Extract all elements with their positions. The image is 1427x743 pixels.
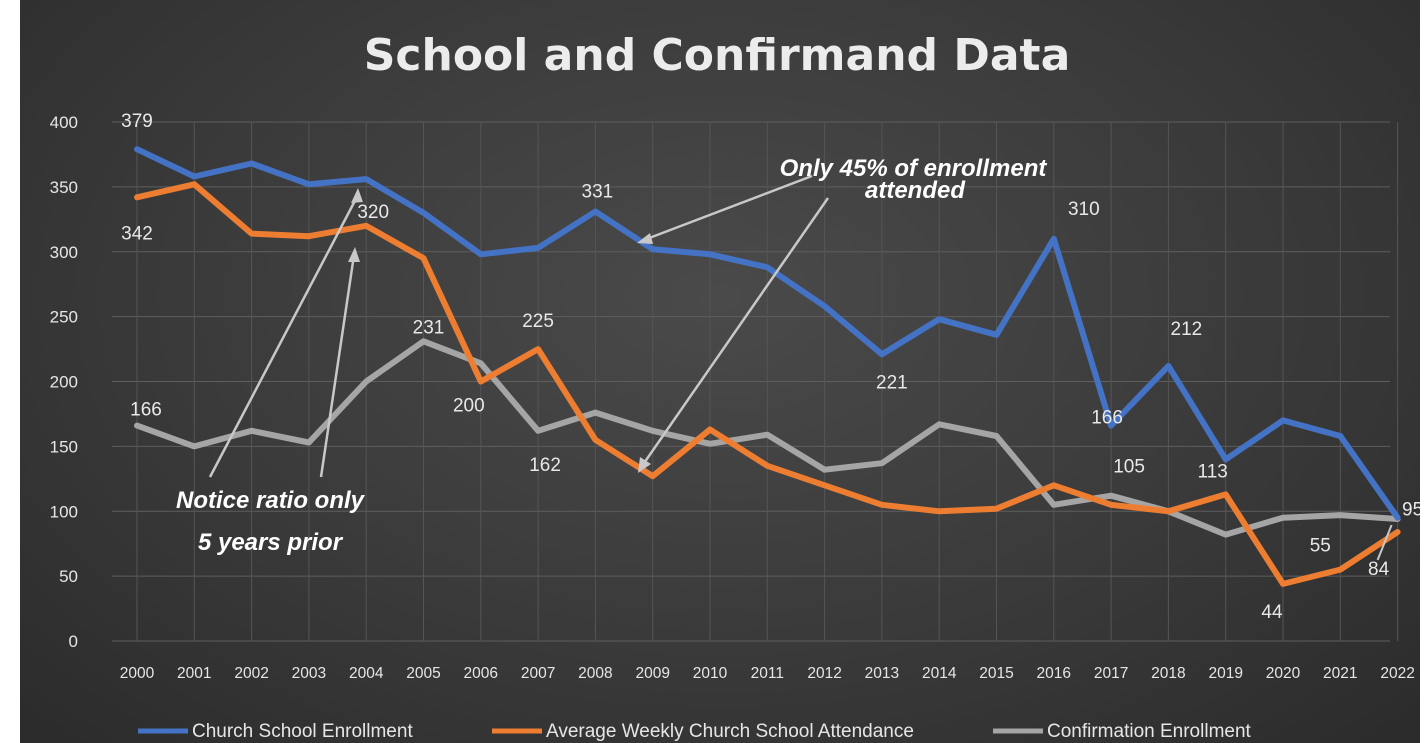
x-tick-label: 2007 — [521, 665, 555, 682]
y-tick-label: 200 — [50, 373, 78, 392]
data-label: 200 — [453, 396, 485, 417]
x-tick-label: 2021 — [1323, 665, 1357, 682]
annotation-arrowhead-4 — [638, 457, 651, 473]
y-tick-label: 100 — [50, 502, 78, 521]
x-tick-label: 2001 — [177, 665, 211, 682]
data-label: 166 — [1091, 408, 1123, 429]
x-tick-label: 2000 — [120, 665, 155, 682]
legend-label-2: Confirmation Enrollment — [1047, 721, 1252, 742]
data-label: 212 — [1171, 319, 1203, 340]
y-tick-label: 50 — [59, 567, 78, 586]
annotation-attendance-line1: Only 45% of enrollment — [780, 155, 1048, 182]
data-label: 225 — [522, 311, 554, 332]
x-tick-label: 2003 — [292, 665, 326, 682]
series-lines — [134, 146, 1401, 587]
data-label: 55 — [1310, 536, 1331, 557]
x-tick-label: 2013 — [865, 665, 899, 682]
data-label: 105 — [1113, 457, 1145, 478]
x-tick-label: 2010 — [693, 665, 728, 682]
data-label: 342 — [121, 223, 153, 244]
x-axis-ticks: 2000 2001 2002 2003 2004 2005 2006 2007 2008 2009… — [120, 665, 1415, 682]
data-label: 166 — [130, 400, 162, 421]
legend: Church School Enrollment Average Weekly C… — [138, 721, 1252, 742]
x-tick-label: 2008 — [578, 665, 612, 682]
series-line-1 — [134, 181, 1401, 587]
y-axis-ticks: 0 50 100 150 200 250 300 350 400 — [50, 113, 78, 651]
data-label: 113 — [1198, 461, 1228, 482]
annotation-arrowhead-2 — [348, 247, 360, 262]
y-tick-label: 350 — [50, 178, 78, 197]
x-tick-label: 2016 — [1037, 665, 1071, 682]
annotation-arrowhead-1 — [351, 188, 363, 203]
y-tick-label: 400 — [50, 113, 78, 132]
x-tick-label: 2012 — [807, 665, 841, 682]
x-tick-label: 2018 — [1151, 665, 1185, 682]
annotation-notice-ratio-line1: Notice ratio only — [176, 487, 366, 514]
data-label: 221 — [876, 372, 908, 393]
annotation-notice-ratio-line2: 5 years prior — [198, 529, 344, 556]
x-tick-label: 2015 — [979, 665, 1013, 682]
annotation-arrow-4 — [640, 197, 830, 467]
data-label: 231 — [413, 317, 445, 338]
chart-container: School and Confirmand Data 0 50 100 150 200 2… — [20, 0, 1420, 743]
data-label: 84 — [1368, 559, 1390, 580]
annotation-attendance-line2: attended — [865, 177, 966, 204]
y-tick-label: 300 — [50, 243, 78, 262]
x-tick-label: 2006 — [464, 665, 498, 682]
annotations: Notice ratio only 5 years prior Only 45%… — [176, 155, 1047, 556]
data-label: 331 — [582, 182, 614, 203]
x-tick-label: 2011 — [751, 665, 784, 682]
series-line-2 — [134, 338, 1401, 538]
line-chart: School and Confirmand Data 0501001502002… — [50, 30, 1420, 742]
legend-label-0: Church School Enrollment — [192, 721, 413, 742]
chart-title: School and Confirmand Data — [364, 30, 1071, 81]
data-label: 379 — [121, 111, 153, 132]
data-label-leader — [1376, 524, 1393, 561]
x-tick-label: 2004 — [349, 665, 384, 682]
data-label: 44 — [1261, 602, 1283, 623]
y-tick-label: 0 — [69, 632, 78, 651]
annotation-arrow-2 — [319, 254, 356, 478]
y-tick-label: 150 — [50, 437, 78, 456]
gridlines — [112, 121, 1399, 642]
data-label: 162 — [529, 455, 561, 476]
x-tick-label: 2009 — [635, 665, 669, 682]
legend-label-1: Average Weekly Church School Attendance — [546, 721, 914, 742]
x-tick-label: 2014 — [922, 665, 957, 682]
x-tick-label: 2019 — [1208, 665, 1242, 682]
annotation-arrowhead-3 — [637, 233, 653, 244]
y-tick-label: 250 — [50, 308, 78, 327]
x-tick-label: 2022 — [1380, 665, 1414, 682]
x-tick-label: 2002 — [234, 665, 268, 682]
annotation-arrow-1 — [208, 194, 360, 478]
data-label: 95 — [1402, 500, 1420, 521]
x-tick-label: 2020 — [1266, 665, 1301, 682]
series-line-0 — [134, 146, 1401, 521]
data-label: 320 — [357, 202, 389, 223]
annotation-arrow-3 — [643, 174, 813, 242]
data-labels: 379 342 320 231 225 200 331 162 166 221 310 166 212 1… — [121, 111, 1420, 623]
x-tick-label: 2017 — [1094, 665, 1128, 682]
x-tick-label: 2005 — [406, 665, 440, 682]
data-label: 310 — [1068, 199, 1100, 220]
